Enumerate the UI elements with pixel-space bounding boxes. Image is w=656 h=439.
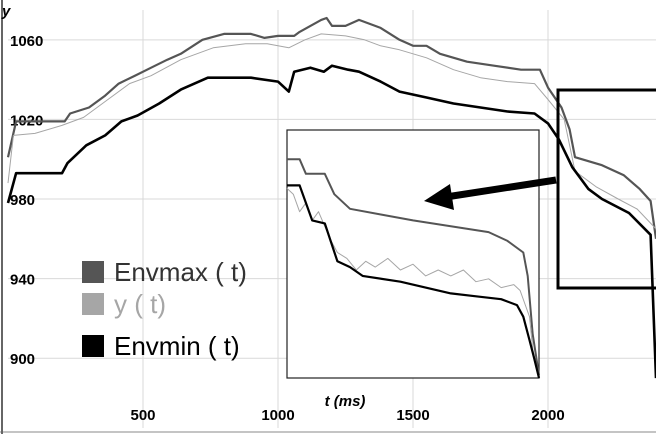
inset-series-line-envmax-t <box>287 158 540 376</box>
zoom-arrow <box>424 176 557 210</box>
zoom-highlight <box>556 88 656 290</box>
series-line-y-t <box>7 33 656 230</box>
zoom-arrow-head <box>424 184 454 210</box>
zoom-arrow-shaft <box>445 176 557 201</box>
inset-series-line-y-t <box>286 188 540 379</box>
x-tick-label: 2000 <box>531 407 564 424</box>
x-axis-label: t (ms) <box>325 393 366 410</box>
series-line-envmax-t <box>6 16 656 239</box>
y-tick-label: 900 <box>10 351 35 368</box>
x-tick-label: 1000 <box>261 407 294 424</box>
x-tick-label: 500 <box>130 407 155 424</box>
y-tick-label: 980 <box>10 192 35 209</box>
legend-label-envmin-t: Envmin ( t) <box>114 331 240 361</box>
y-tick-label: 1060 <box>10 33 43 50</box>
legend-label-envmax-t: Envmax ( t) <box>114 257 247 287</box>
legend-swatch-y-t <box>82 293 104 315</box>
legend-swatch-envmin-t <box>82 335 104 357</box>
y-axis-label: y <box>1 3 11 20</box>
series-layer <box>6 16 656 379</box>
x-tick-label: 1500 <box>396 407 429 424</box>
series-line-envmin-t <box>6 64 656 379</box>
zoom-region-box <box>556 88 656 290</box>
inset-frame <box>286 129 540 379</box>
legend-label-y-t: y ( t) <box>114 289 166 319</box>
legend: Envmax ( t)y ( t) Envmin ( t) <box>82 257 247 361</box>
y-tick-label: 940 <box>10 272 35 289</box>
inset-chart <box>286 129 541 379</box>
inset-series-line-envmin-t <box>287 184 541 379</box>
legend-swatch-envmax-t <box>82 261 104 283</box>
